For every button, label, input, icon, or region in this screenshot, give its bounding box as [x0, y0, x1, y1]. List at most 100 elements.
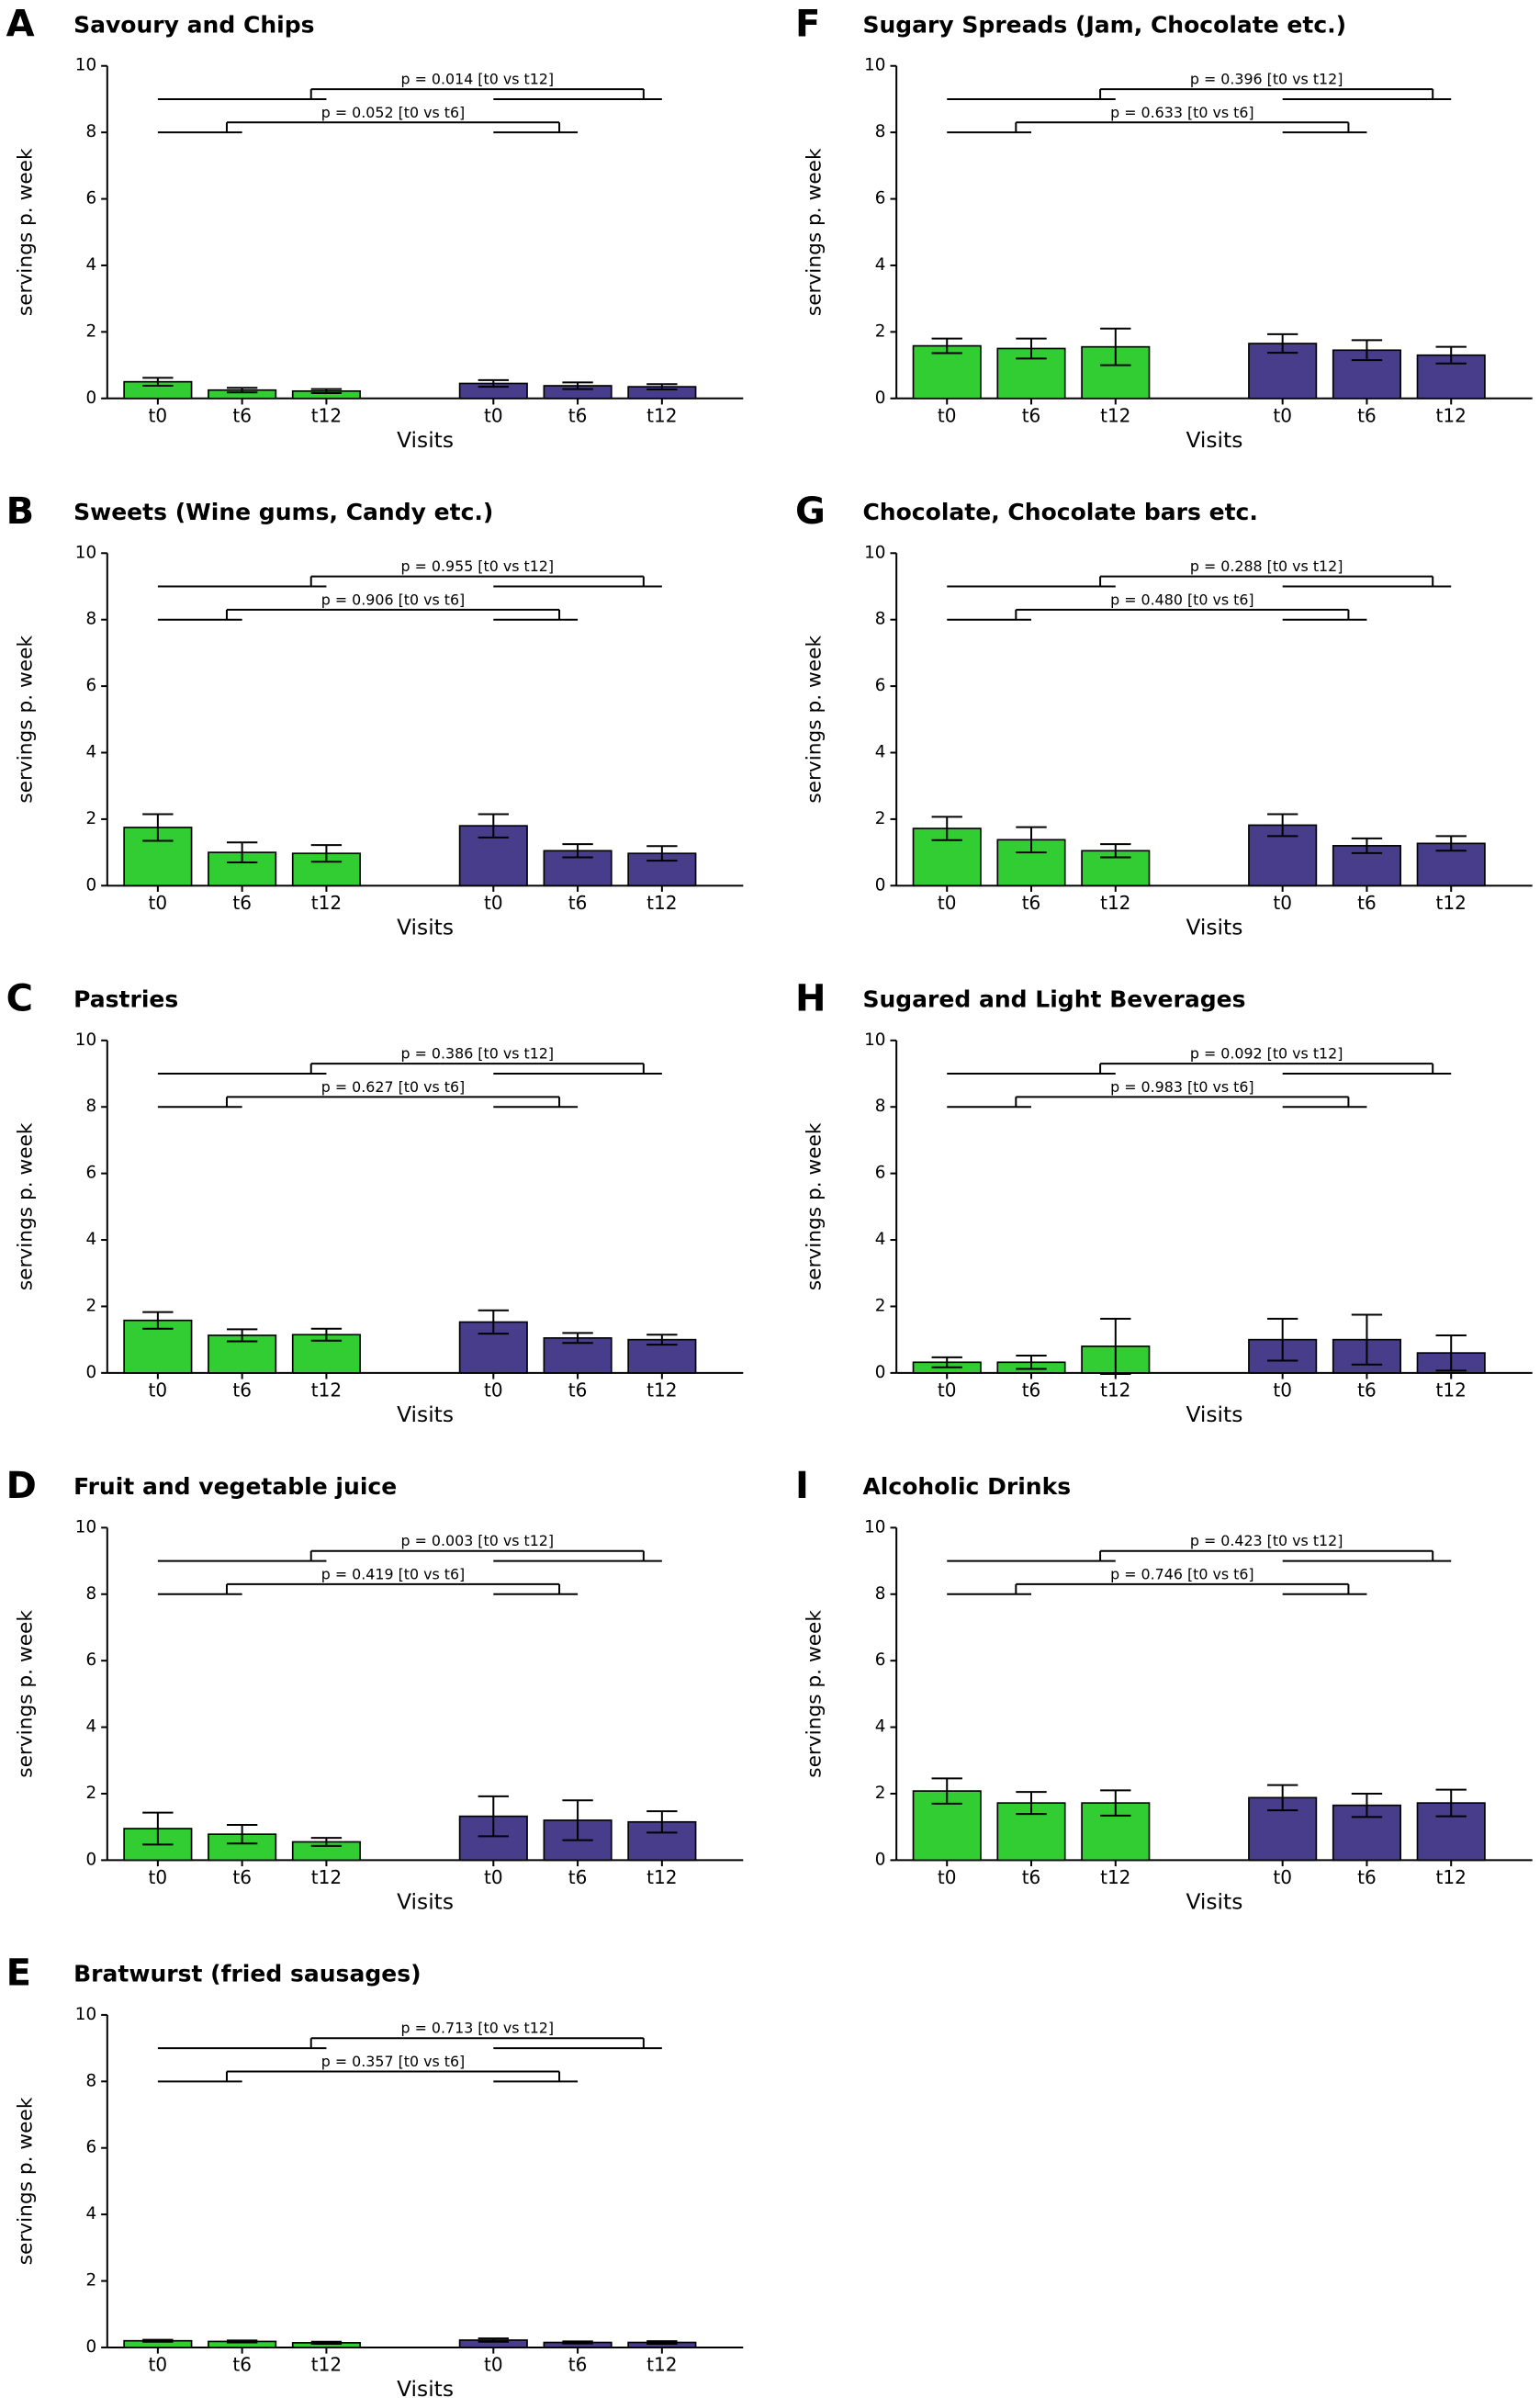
panel-title: Alcoholic Drinks — [862, 1473, 1071, 1500]
y-tick-label: 8 — [85, 2071, 96, 2090]
panel-title: Chocolate, Chocolate bars etc. — [862, 499, 1257, 525]
x-tick-label: t6 — [1357, 404, 1377, 426]
y-tick-label: 10 — [864, 56, 885, 75]
y-tick-label: 2 — [85, 321, 96, 341]
x-tick-label: t0 — [938, 892, 957, 914]
y-tick-label: 10 — [864, 1030, 885, 1050]
x-tick-label: t0 — [149, 1379, 168, 1401]
y-tick-label: 2 — [85, 2271, 96, 2291]
panel-letter: D — [6, 1465, 37, 1507]
y-tick-label: 0 — [85, 2337, 96, 2357]
p-value-label: p = 0.396 [t0 vs t12] — [1190, 71, 1343, 88]
x-tick-label: t0 — [484, 892, 503, 914]
x-tick-label: t6 — [1022, 1379, 1041, 1401]
x-axis-label: Visits — [397, 1889, 454, 1915]
y-tick-label: 6 — [875, 189, 886, 208]
p-value-label: p = 0.052 [t0 vs t6] — [321, 104, 465, 121]
y-tick-label: 8 — [85, 1097, 96, 1116]
x-tick-label: t12 — [1436, 1866, 1467, 1888]
x-axis-label: Visits — [1186, 1889, 1242, 1915]
y-tick-label: 0 — [875, 388, 886, 408]
panel-letter: F — [795, 3, 820, 45]
y-tick-label: 0 — [85, 875, 96, 895]
panel-letter: A — [6, 3, 35, 45]
x-tick-label: t12 — [1100, 1866, 1130, 1888]
panel-title: Bratwurst (fried sausages) — [73, 1961, 421, 1987]
y-tick-label: 4 — [85, 1230, 96, 1249]
x-tick-label: t0 — [1273, 1866, 1292, 1888]
y-tick-label: 2 — [85, 1784, 96, 1803]
x-axis-label: Visits — [1186, 915, 1242, 940]
p-value-label: p = 0.906 [t0 vs t6] — [321, 591, 465, 608]
y-tick-label: 4 — [875, 255, 886, 275]
x-tick-label: t0 — [1273, 1379, 1292, 1401]
x-tick-label: t0 — [938, 404, 957, 426]
y-axis-label: servings p. week — [804, 636, 826, 804]
x-tick-label: t6 — [1022, 1866, 1041, 1888]
x-axis-label: Visits — [397, 2376, 454, 2398]
y-tick-label: 6 — [875, 1164, 886, 1183]
y-tick-label: 8 — [875, 122, 886, 141]
x-tick-label: t0 — [938, 1866, 957, 1888]
y-tick-label: 0 — [875, 875, 886, 895]
x-tick-label: t0 — [149, 892, 168, 914]
x-tick-label: t12 — [646, 404, 677, 426]
p-value-label: p = 0.386 [t0 vs t12] — [401, 1045, 555, 1063]
x-tick-label: t0 — [484, 2353, 503, 2375]
x-tick-label: t6 — [568, 892, 588, 914]
x-tick-label: t12 — [311, 2353, 342, 2375]
y-axis-label: servings p. week — [14, 148, 37, 316]
y-tick-label: 10 — [75, 56, 96, 75]
p-value-label: p = 0.955 [t0 vs t12] — [401, 557, 555, 575]
p-value-label: p = 0.983 [t0 vs t6] — [1110, 1078, 1253, 1096]
p-value-label: p = 0.288 [t0 vs t12] — [1190, 557, 1343, 575]
p-value-label: p = 0.633 [t0 vs t6] — [1110, 104, 1253, 121]
x-tick-label: t6 — [568, 404, 588, 426]
y-tick-label: 0 — [85, 1850, 96, 1869]
y-tick-label: 0 — [875, 1850, 886, 1869]
x-tick-label: t0 — [149, 1866, 168, 1888]
panel-letter: H — [795, 977, 826, 1019]
panel-title: Sugared and Light Beverages — [862, 985, 1245, 1012]
panel-title: Savoury and Chips — [73, 11, 314, 38]
x-tick-label: t6 — [232, 892, 252, 914]
p-value-label: p = 0.746 [t0 vs t6] — [1110, 1565, 1253, 1582]
x-tick-label: t0 — [149, 2353, 168, 2375]
x-axis-label: Visits — [1186, 427, 1242, 453]
x-axis-label: Visits — [397, 1402, 454, 1427]
y-tick-label: 8 — [875, 610, 886, 629]
panel-letter: B — [6, 490, 35, 533]
y-tick-label: 10 — [75, 1517, 96, 1537]
y-tick-label: 2 — [85, 809, 96, 828]
y-tick-label: 2 — [85, 1296, 96, 1315]
p-value-label: p = 0.423 [t0 vs t12] — [1190, 1532, 1343, 1549]
p-value-label: p = 0.713 [t0 vs t12] — [401, 2020, 555, 2037]
x-tick-label: t12 — [1436, 1379, 1467, 1401]
x-tick-label: t12 — [1436, 892, 1467, 914]
y-axis-label: servings p. week — [14, 1610, 37, 1778]
x-tick-label: t12 — [646, 1379, 677, 1401]
x-tick-label: t6 — [568, 1866, 588, 1888]
x-tick-label: t6 — [1357, 1379, 1377, 1401]
panel-title: Sweets (Wine gums, Candy etc.) — [73, 499, 493, 525]
x-tick-label: t0 — [938, 1379, 957, 1401]
x-tick-label: t12 — [311, 1866, 342, 1888]
x-tick-label: t12 — [646, 892, 677, 914]
x-tick-label: t6 — [1357, 892, 1377, 914]
y-tick-label: 6 — [85, 1650, 96, 1670]
y-tick-label: 6 — [85, 189, 96, 208]
x-tick-label: t12 — [1436, 404, 1467, 426]
p-value-label: p = 0.003 [t0 vs t12] — [401, 1532, 555, 1549]
x-tick-label: t6 — [1357, 1866, 1377, 1888]
x-tick-label: t6 — [232, 1379, 252, 1401]
y-tick-label: 8 — [85, 610, 96, 629]
y-tick-label: 4 — [85, 1717, 96, 1737]
y-tick-label: 6 — [85, 1164, 96, 1183]
x-tick-label: t0 — [1273, 892, 1292, 914]
x-tick-label: t12 — [1100, 404, 1130, 426]
y-axis-label: servings p. week — [14, 2097, 37, 2265]
y-tick-label: 8 — [85, 122, 96, 141]
y-tick-label: 2 — [875, 1784, 886, 1803]
x-tick-label: t12 — [311, 1379, 342, 1401]
x-tick-label: t0 — [484, 1379, 503, 1401]
